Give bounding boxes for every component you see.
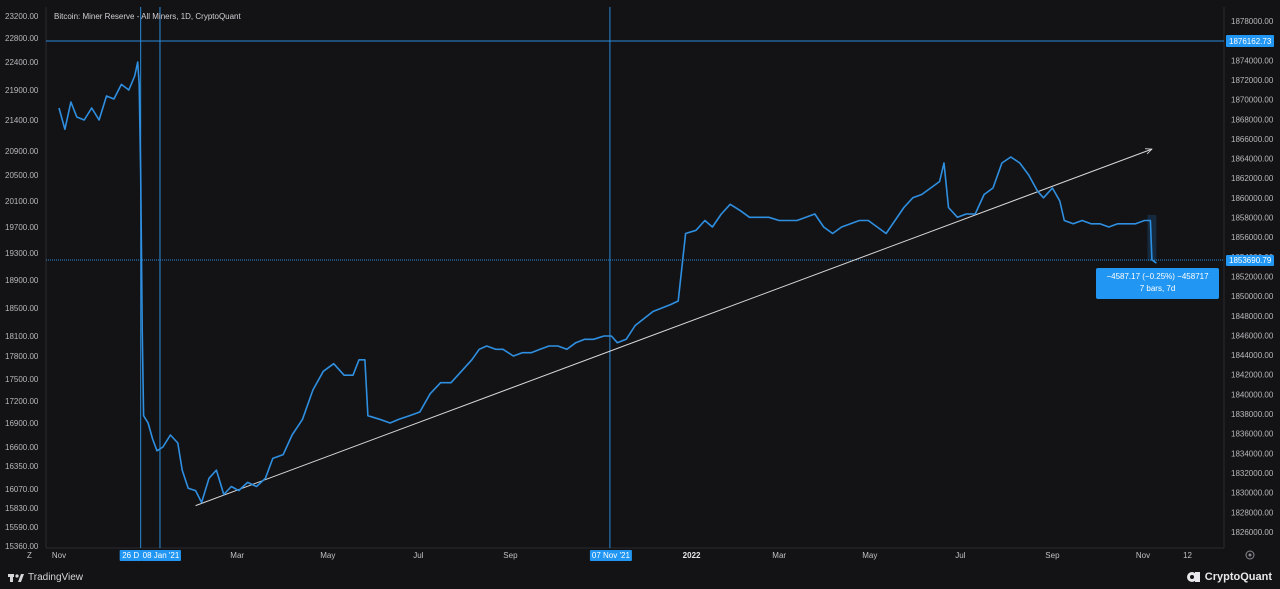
y-tick-right: 1834000.00 (1231, 449, 1274, 458)
y-tick-right: 1846000.00 (1231, 331, 1274, 340)
y-tick-left: 16600.00 (5, 443, 39, 452)
x-tick: 2022 (683, 551, 701, 560)
svg-text:07 Nov '21: 07 Nov '21 (592, 551, 631, 560)
tradingview-icon (8, 573, 24, 582)
y-tick-left: 15360.00 (5, 542, 39, 551)
y-tick-left: 19300.00 (5, 249, 39, 258)
axis-badges: 1876162.73 1853690.79 26 D 08 Jan '21 07 Nov… (119, 35, 1274, 561)
y-tick-left: 17800.00 (5, 352, 39, 361)
trendline[interactable] (195, 149, 1152, 507)
measure-line2: 7 bars, 7d (1139, 284, 1176, 293)
y-tick-right: 1850000.00 (1231, 292, 1274, 301)
svg-text:26 D: 26 D (122, 551, 139, 560)
y-axis-left: 23200.00 22800.00 22400.00 21900.00 21400.00… (5, 12, 39, 551)
y-tick-left: 17500.00 (5, 375, 39, 384)
y-tick-right: 1832000.00 (1231, 469, 1274, 478)
y-tick-right: 1874000.00 (1231, 56, 1274, 65)
series-line (58, 61, 1157, 504)
x-tick: Mar (230, 551, 244, 560)
y-tick-right: 1872000.00 (1231, 76, 1274, 85)
x-tick: May (862, 551, 877, 560)
y-tick-left: 21400.00 (5, 116, 39, 125)
price-badge-top: 1876162.73 (1226, 35, 1274, 47)
tradingview-label: TradingView (28, 572, 84, 583)
y-tick-left: 20100.00 (5, 197, 39, 206)
y-tick-right: 1866000.00 (1231, 135, 1274, 144)
y-tick-left: 15830.00 (5, 504, 39, 513)
x-tick: Nov (1136, 551, 1150, 560)
cryptoquant-icon (1186, 572, 1200, 582)
x-tick: Jul (413, 551, 423, 560)
x-tick: 12 (1183, 551, 1192, 560)
y-tick-right: 1830000.00 (1231, 489, 1274, 498)
y-axis-right: 1878000.001876000.001874000.001872000.00… (1231, 17, 1274, 537)
y-tick-left: 18900.00 (5, 276, 39, 285)
x-tick: Sep (1045, 551, 1060, 560)
y-tick-left: 15590.00 (5, 523, 39, 532)
svg-text:1876162.73: 1876162.73 (1229, 37, 1272, 46)
y-tick-right: 1826000.00 (1231, 528, 1274, 537)
y-tick-right: 1870000.00 (1231, 96, 1274, 105)
y-tick-right: 1848000.00 (1231, 312, 1274, 321)
y-tick-left: 20900.00 (5, 147, 39, 156)
chart-svg[interactable]: 23200.00 22800.00 22400.00 21900.00 21400.00… (0, 0, 1280, 566)
x-tick: May (320, 551, 335, 560)
y-tick-left: 19700.00 (5, 223, 39, 232)
measure-range (1147, 215, 1157, 261)
cryptoquant-label: CryptoQuant (1204, 571, 1272, 583)
y-tick-right: 1836000.00 (1231, 430, 1274, 439)
cryptoquant-logo: CryptoQuant (1186, 571, 1272, 583)
svg-text:1853690.79: 1853690.79 (1229, 256, 1272, 265)
y-tick-left: 16900.00 (5, 419, 39, 428)
y-tick-left: 21900.00 (5, 86, 39, 95)
y-tick-left: 18100.00 (5, 332, 39, 341)
date-badge: 07 Nov '21 (589, 550, 632, 561)
y-tick-left: 22400.00 (5, 58, 39, 67)
measure-tooltip: −4587.17 (−0.25%) −458717 7 bars, 7d (1096, 268, 1219, 299)
y-tick-right: 1856000.00 (1231, 233, 1274, 242)
x-tick: Sep (503, 551, 518, 560)
y-tick-right: 1828000.00 (1231, 508, 1274, 517)
y-tick-right: 1860000.00 (1231, 194, 1274, 203)
y-tick-left: 16070.00 (5, 485, 39, 494)
y-tick-right: 1858000.00 (1231, 214, 1274, 223)
date-badge: 08 Jan '21 (140, 550, 181, 561)
y-tick-right: 1840000.00 (1231, 390, 1274, 399)
x-axis: Nov Mar May Jul Sep 2022 Mar May Jul Sep Nov 12 (52, 551, 1193, 560)
y-tick-right: 1844000.00 (1231, 351, 1274, 360)
date-badge: 26 D (119, 550, 142, 561)
y-tick-left: 22800.00 (5, 34, 39, 43)
y-tick-right: 1864000.00 (1231, 155, 1274, 164)
y-tick-left: 20500.00 (5, 171, 39, 180)
y-tick-right: 1852000.00 (1231, 272, 1274, 281)
y-tick-left: 23200.00 (5, 12, 39, 21)
y-tick-left: 18500.00 (5, 304, 39, 313)
y-tick-right: 1838000.00 (1231, 410, 1274, 419)
x-tick: Jul (955, 551, 965, 560)
measure-line1: −4587.17 (−0.25%) −458717 (1106, 272, 1209, 281)
x-tick: Nov (52, 551, 66, 560)
price-badge-bottom: 1853690.79 (1226, 255, 1274, 266)
settings-icon[interactable] (1245, 550, 1255, 560)
crosshair-lines (46, 7, 1224, 548)
timezone-label[interactable]: Z (27, 551, 32, 560)
trendline-arrow[interactable] (195, 149, 1152, 507)
series-polyline (58, 61, 1157, 504)
tradingview-logo[interactable]: TradingView (8, 572, 83, 583)
y-tick-right: 1862000.00 (1231, 174, 1274, 183)
y-tick-right: 1842000.00 (1231, 371, 1274, 380)
y-tick-left: 17200.00 (5, 397, 39, 406)
y-tick-right: 1868000.00 (1231, 115, 1274, 124)
chart-title: Bitcoin: Miner Reserve - All Miners, 1D,… (54, 12, 242, 21)
y-tick-left: 16350.00 (5, 462, 39, 471)
x-tick: Mar (772, 551, 786, 560)
y-tick-right: 1878000.00 (1231, 17, 1274, 26)
svg-text:08 Jan '21: 08 Jan '21 (143, 551, 180, 560)
footer: TradingView CryptoQuant (0, 566, 1280, 589)
